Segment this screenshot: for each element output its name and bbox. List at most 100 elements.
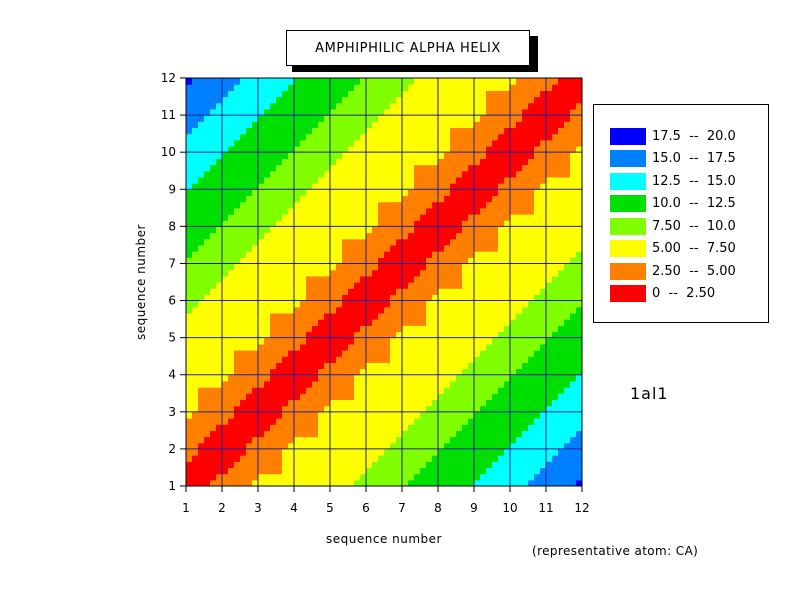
- contour-cell: [546, 251, 553, 258]
- contour-cell: [402, 244, 409, 252]
- contour-cell: [300, 207, 307, 215]
- contour-cell: [348, 251, 355, 258]
- contour-cell: [366, 325, 373, 333]
- contour-cell: [504, 380, 511, 388]
- contour-cell: [330, 232, 337, 240]
- contour-cell: [516, 195, 523, 203]
- contour-cell: [420, 424, 427, 431]
- contour-cell: [492, 127, 499, 135]
- contour-cell: [300, 312, 307, 320]
- contour-cell: [264, 121, 271, 129]
- contour-cell: [324, 238, 331, 246]
- contour-cell: [252, 90, 259, 98]
- contour-cell: [270, 380, 277, 388]
- contour-cell: [240, 96, 247, 104]
- contour-cell: [486, 442, 493, 450]
- contour-cell: [276, 214, 283, 221]
- contour-cell: [228, 90, 235, 98]
- contour-cell: [192, 257, 199, 265]
- contour-cell: [354, 312, 361, 320]
- contour-cell: [426, 170, 433, 178]
- contour-cell: [390, 473, 397, 481]
- contour-cell: [432, 399, 439, 407]
- contour-cell: [492, 189, 499, 197]
- contour-cell: [390, 405, 397, 413]
- contour-cell: [456, 325, 463, 333]
- contour-cell: [426, 257, 433, 265]
- contour-cell: [546, 133, 553, 141]
- contour-cell: [414, 232, 421, 240]
- contour-cell: [468, 189, 475, 197]
- contour-cell: [294, 300, 301, 308]
- contour-cell: [228, 393, 235, 401]
- contour-cell: [186, 102, 193, 110]
- contour-cell: [198, 337, 205, 345]
- contour-cell: [450, 473, 457, 481]
- contour-cell: [246, 442, 253, 450]
- contour-cell: [192, 368, 199, 376]
- contour-cell: [408, 424, 415, 431]
- contour-cell: [348, 288, 355, 295]
- contour-cell: [498, 108, 505, 116]
- contour-cell: [210, 294, 217, 302]
- contour-cell: [294, 405, 301, 413]
- contour-cell: [534, 473, 541, 481]
- contour-cell: [270, 238, 277, 246]
- contour-cell: [210, 90, 217, 98]
- contour-cell: [468, 226, 475, 234]
- contour-cell: [480, 244, 487, 252]
- contour-cell: [306, 108, 313, 116]
- contour-cell: [558, 467, 565, 475]
- contour-cell: [228, 374, 235, 382]
- contour-cell: [522, 312, 529, 320]
- contour-cell: [360, 189, 367, 197]
- contour-cell: [450, 455, 457, 462]
- contour-cell: [204, 269, 211, 277]
- contour-cell: [342, 152, 349, 159]
- contour-cell: [480, 96, 487, 104]
- contour-cell: [402, 183, 409, 190]
- contour-cell: [342, 467, 349, 475]
- contour-cell: [204, 195, 211, 203]
- contour-cell: [540, 368, 547, 376]
- contour-cell: [354, 170, 361, 178]
- contour-cell: [402, 251, 409, 258]
- contour-cell: [282, 306, 289, 314]
- contour-cell: [486, 312, 493, 320]
- contour-cell: [300, 300, 307, 308]
- contour-cell: [306, 139, 313, 147]
- contour-cell: [378, 121, 385, 129]
- contour-cell: [198, 232, 205, 240]
- contour-cell: [480, 424, 487, 431]
- contour-cell: [510, 96, 517, 104]
- contour-cell: [516, 306, 523, 314]
- contour-cell: [390, 430, 397, 438]
- contour-cell: [462, 448, 469, 456]
- contour-cell: [240, 121, 247, 129]
- contour-cell: [486, 294, 493, 302]
- contour-cell: [294, 467, 301, 475]
- contour-cell: [528, 139, 535, 147]
- contour-cell: [576, 362, 582, 370]
- contour-cell: [432, 405, 439, 413]
- contour-cell: [360, 448, 367, 456]
- contour-cell: [234, 189, 241, 197]
- contour-cell: [270, 84, 277, 91]
- contour-cell: [312, 368, 319, 376]
- contour-cell: [540, 343, 547, 351]
- contour-cell: [516, 176, 523, 184]
- contour-cell: [324, 467, 331, 475]
- contour-cell: [348, 282, 355, 289]
- contour-cell: [228, 343, 235, 351]
- contour-cell: [504, 350, 511, 357]
- contour-cell: [444, 78, 451, 85]
- contour-cell: [228, 263, 235, 271]
- contour-cell: [456, 411, 463, 419]
- contour-cell: [534, 127, 541, 135]
- contour-cell: [240, 306, 247, 314]
- contour-cell: [228, 220, 235, 227]
- contour-cell: [486, 201, 493, 209]
- contour-cell: [372, 387, 379, 394]
- contour-cell: [432, 362, 439, 370]
- contour-cell: [258, 479, 265, 486]
